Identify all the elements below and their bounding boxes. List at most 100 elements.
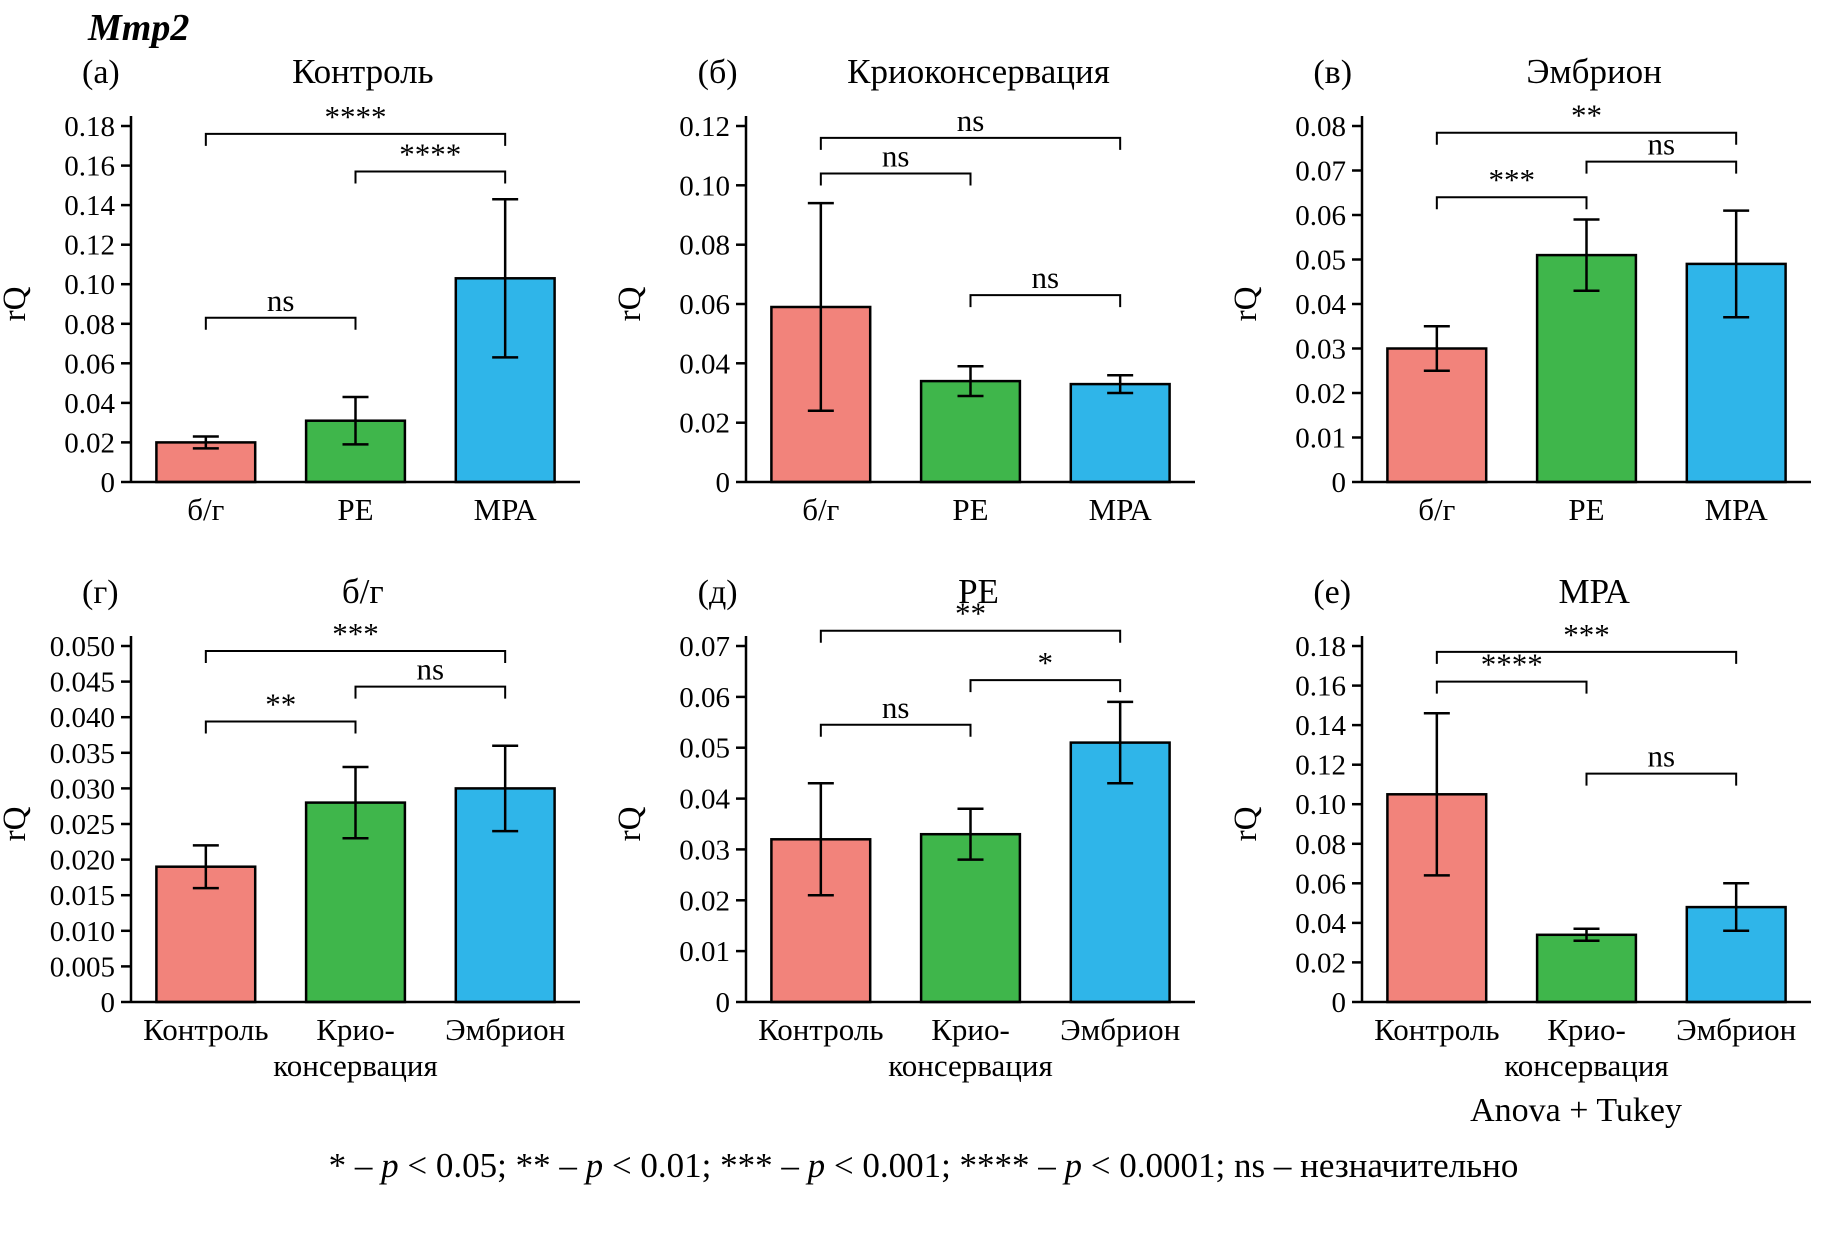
svg-text:б/г: б/г: [803, 492, 840, 527]
svg-text:0.05: 0.05: [1295, 245, 1346, 277]
panel-d-letter: (д): [697, 574, 738, 611]
svg-text:0.030: 0.030: [50, 773, 115, 805]
svg-text:0.04: 0.04: [680, 784, 731, 816]
panel-v-letter: (в): [1313, 54, 1353, 91]
panel-d-header: (д) PE: [616, 572, 1232, 618]
svg-text:консервация: консервация: [1504, 1048, 1668, 1083]
figure-footer: Anova + Tukey * – p < 0.05; ** – p < 0.0…: [0, 1092, 1847, 1186]
svg-text:0.02: 0.02: [1295, 947, 1346, 979]
bar-chart-a: ns **** **** 0 0.02 0.04 0.06 0.08 0.10 0.12 0.14 0…: [0, 99, 580, 527]
svg-text:Крио-: Крио-: [932, 1012, 1011, 1047]
svg-text:rQ: rQ: [0, 286, 33, 321]
svg-text:консервация: консервация: [273, 1048, 437, 1083]
svg-text:0.025: 0.025: [50, 809, 115, 841]
svg-text:Контроль: Контроль: [1374, 1012, 1499, 1047]
panel-d-title: PE: [958, 572, 999, 611]
svg-text:***: ***: [1489, 162, 1536, 197]
svg-text:***: ***: [332, 616, 379, 651]
svg-text:rQ: rQ: [612, 286, 648, 321]
panel-a-title: Контроль: [292, 52, 434, 91]
svg-text:ns: ns: [882, 690, 910, 725]
svg-text:0.06: 0.06: [680, 682, 731, 714]
svg-text:****: ****: [399, 137, 461, 172]
panel-g: (г) б/г ** ns *** 0 0.005 0.010 0.015 0.020 0.02…: [0, 572, 616, 1083]
svg-text:rQ: rQ: [612, 806, 648, 841]
panel-e-letter: (е): [1313, 574, 1352, 611]
svg-text:0: 0: [716, 987, 731, 1019]
svg-text:0.12: 0.12: [64, 230, 115, 262]
svg-text:0.04: 0.04: [1295, 908, 1346, 940]
svg-text:0.06: 0.06: [64, 348, 115, 380]
svg-text:0.015: 0.015: [50, 880, 115, 912]
significance-legend: * – p < 0.05; ** – p < 0.01; *** – p < 0…: [328, 1146, 1519, 1185]
panel-a-header: (а) Контроль: [0, 52, 616, 98]
svg-text:0.06: 0.06: [680, 289, 731, 321]
svg-text:0: 0: [1332, 467, 1347, 499]
svg-text:0.045: 0.045: [50, 667, 115, 699]
svg-text:0.050: 0.050: [50, 631, 115, 663]
panel-g-letter: (г): [82, 574, 119, 611]
svg-text:0.16: 0.16: [1295, 671, 1346, 703]
svg-text:*: *: [1038, 645, 1054, 680]
svg-text:0: 0: [100, 467, 115, 499]
svg-text:0.02: 0.02: [680, 408, 731, 440]
panel-a-letter: (а): [82, 54, 120, 91]
panel-b-header: (б) Криоконсервация: [616, 52, 1232, 98]
svg-text:ns: ns: [1032, 260, 1060, 295]
svg-text:0.04: 0.04: [1295, 289, 1346, 321]
bar-chart-v: ***ns**00.010.020.030.040.050.060.070.08…: [1228, 98, 1812, 527]
panel-e-title: МРА: [1558, 572, 1630, 611]
svg-text:ns: ns: [267, 283, 295, 318]
svg-text:**: **: [955, 596, 986, 631]
svg-text:0.06: 0.06: [1295, 200, 1346, 232]
svg-text:б/г: б/г: [1418, 492, 1455, 527]
svg-text:0.02: 0.02: [64, 427, 115, 459]
svg-text:**: **: [265, 687, 296, 722]
panel-v-title: Эмбрион: [1526, 52, 1662, 91]
svg-text:PE: PE: [1569, 492, 1605, 527]
svg-text:0.07: 0.07: [680, 631, 731, 663]
svg-text:0.020: 0.020: [50, 845, 115, 877]
svg-text:0.01: 0.01: [680, 936, 731, 968]
svg-text:Крио-: Крио-: [316, 1012, 395, 1047]
svg-text:0.01: 0.01: [1295, 423, 1346, 455]
svg-text:rQ: rQ: [1228, 286, 1264, 321]
bar-chart-b: ns ns ns 0 0.02 0.04 0.06 0.08 0.10 0.12 rQ б/г PE МР…: [612, 103, 1196, 527]
svg-text:0.07: 0.07: [1295, 156, 1346, 188]
stats-method-label: Anova + Tukey: [1470, 1092, 1682, 1129]
svg-text:0.08: 0.08: [64, 309, 115, 341]
svg-text:**: **: [1571, 98, 1602, 133]
svg-text:0.035: 0.035: [50, 738, 115, 770]
svg-text:Крио-: Крио-: [1547, 1012, 1626, 1047]
svg-text:0: 0: [1332, 987, 1347, 1019]
svg-text:0.08: 0.08: [1295, 829, 1346, 861]
svg-text:0.18: 0.18: [1295, 631, 1346, 663]
svg-text:0.08: 0.08: [1295, 111, 1346, 143]
svg-text:PE: PE: [953, 492, 989, 527]
panel-g-title: б/г: [341, 572, 384, 611]
svg-text:0.03: 0.03: [680, 834, 731, 866]
svg-text:rQ: rQ: [0, 806, 33, 841]
figure-title: Mmp2: [88, 7, 190, 49]
svg-text:ns: ns: [882, 139, 910, 174]
bar-chart-g: **ns***00.0050.0100.0150.0200.0250.0300.…: [0, 616, 580, 1083]
svg-text:МРА: МРА: [473, 492, 537, 527]
svg-text:rQ: rQ: [1228, 806, 1264, 841]
svg-text:0.16: 0.16: [64, 151, 115, 183]
svg-text:0.06: 0.06: [1295, 868, 1346, 900]
bar-chart-d: ns***00.010.020.030.040.050.060.07rQКонт…: [612, 596, 1196, 1083]
svg-text:0.03: 0.03: [1295, 334, 1346, 366]
svg-text:0.14: 0.14: [64, 190, 115, 222]
panel-e-header: (е) МРА: [1231, 572, 1847, 618]
svg-text:Эмбрион: Эмбрион: [445, 1012, 565, 1047]
panel-g-header: (г) б/г: [0, 572, 616, 618]
panel-b: (б) Криоконсервация ns ns ns 0 0.02 0.04 0.06 0…: [612, 52, 1232, 558]
panel-e: (е) МРА ns **** *** 0 0.02 0.04 0.06 0.08 0.10 0.…: [1228, 572, 1847, 1083]
bar-chart-e: ns*******00.020.040.060.080.100.120.140.…: [1228, 617, 1812, 1083]
svg-text:***: ***: [1563, 617, 1610, 652]
svg-text:0.10: 0.10: [64, 269, 115, 301]
svg-text:0.10: 0.10: [1295, 789, 1346, 821]
svg-text:****: ****: [324, 99, 386, 134]
panel-v: (в) Эмбрион *** ns ** 0 0.01 0.02 0.03 0.04 0.05…: [1228, 52, 1847, 558]
svg-text:0.02: 0.02: [680, 885, 731, 917]
